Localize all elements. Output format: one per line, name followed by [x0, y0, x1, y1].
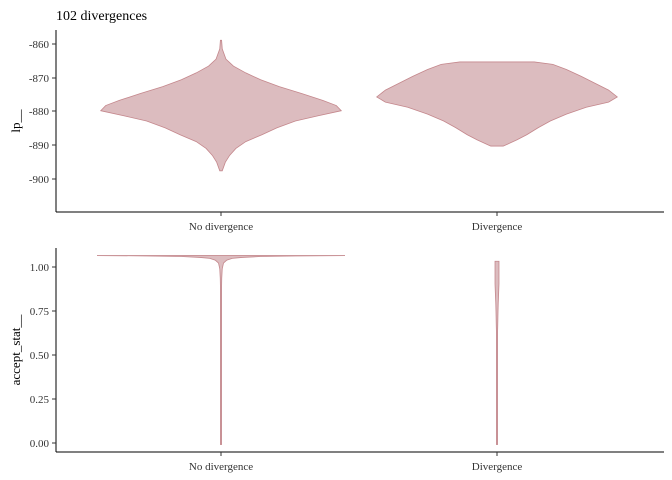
bottom-y-tick-label: 0.25 — [30, 394, 50, 406]
chart-title: 102 divergences — [56, 9, 147, 24]
top-panel: 102 divergences -860 -870 -880 -890 -900… — [8, 9, 664, 233]
bottom-violins — [96, 255, 500, 445]
bottom-y-tick-label: 0.75 — [30, 306, 50, 318]
violin-divergence — [376, 61, 618, 147]
top-y-tick-label: -860 — [29, 39, 50, 51]
bottom-y-tick-label: 0.00 — [30, 438, 50, 450]
violin-divergence — [494, 260, 500, 445]
bottom-x-tick-label: Divergence — [472, 461, 523, 473]
top-y-tick-label: -870 — [29, 73, 50, 85]
bottom-panel: 1.00 0.75 0.50 0.25 0.00 No divergence D… — [8, 248, 664, 473]
top-violins — [99, 39, 618, 172]
bottom-y-tick-label: 0.50 — [30, 350, 50, 362]
top-x-ticks: No divergence Divergence — [189, 212, 522, 233]
bottom-x-tick-label: No divergence — [189, 461, 253, 473]
top-x-tick-label: Divergence — [472, 221, 523, 233]
top-x-tick-label: No divergence — [189, 221, 253, 233]
top-y-axis-title: lp__ — [8, 109, 23, 133]
bottom-y-tick-label: 1.00 — [30, 262, 50, 274]
bottom-x-ticks: No divergence Divergence — [189, 452, 522, 473]
top-y-tick-label: -890 — [29, 140, 50, 152]
violin-no-divergence — [99, 39, 343, 172]
top-y-tick-label: -880 — [29, 106, 50, 118]
bottom-y-axis-title: accept_stat__ — [8, 314, 23, 385]
top-y-tick-label: -900 — [29, 174, 50, 186]
bottom-y-ticks: 1.00 0.75 0.50 0.25 0.00 — [30, 262, 56, 450]
top-y-ticks: -860 -870 -880 -890 -900 — [29, 39, 56, 186]
violin-no-divergence — [96, 255, 346, 445]
